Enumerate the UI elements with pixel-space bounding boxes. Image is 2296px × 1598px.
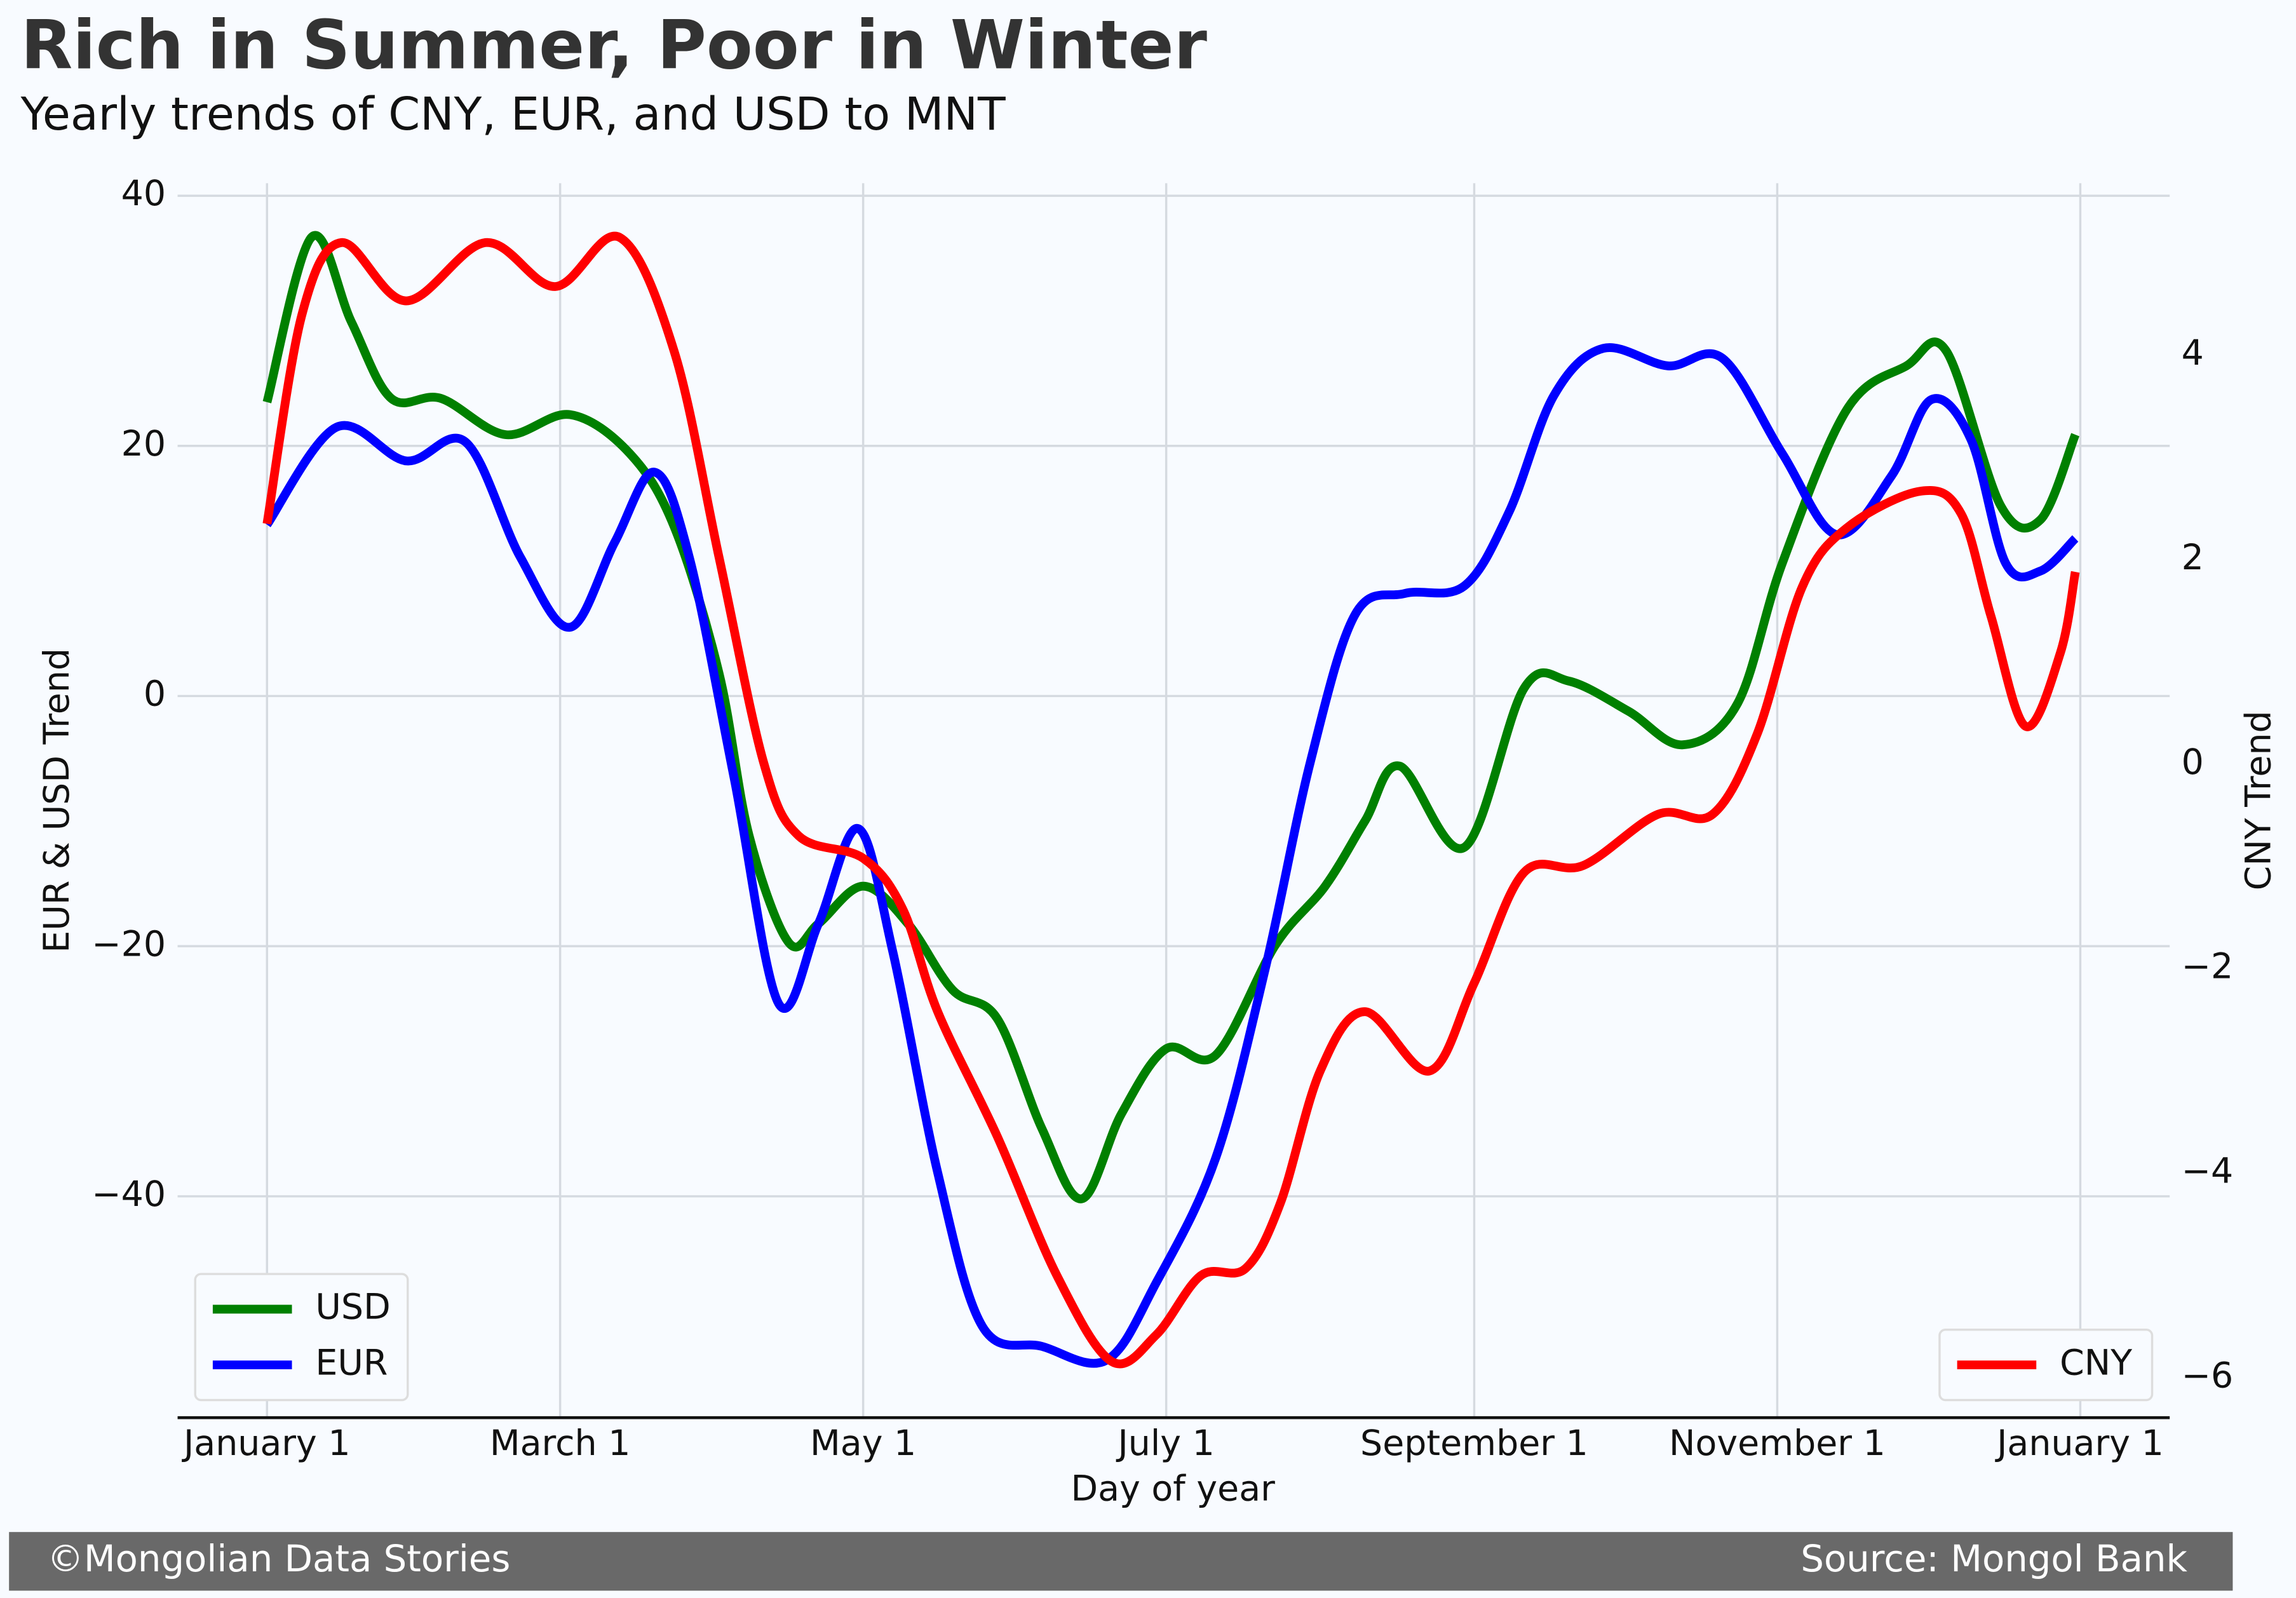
- y-axis-label: EUR & USD Trend: [37, 648, 78, 953]
- chart-subtitle: Yearly trends of CNY, EUR, and USD to MN…: [20, 88, 1006, 140]
- x-tick-label: January 1: [182, 1423, 351, 1464]
- x-tick-label: July 1: [1116, 1423, 1214, 1464]
- y2-tick-label: 2: [2182, 538, 2204, 578]
- chart-title: Rich in Summer, Poor in Winter: [21, 6, 1208, 85]
- y2-tick-label: −6: [2182, 1356, 2234, 1397]
- y-tick-label: 20: [121, 424, 166, 464]
- y2-tick-label: 4: [2182, 333, 2204, 374]
- legend-label: CNY: [2060, 1343, 2132, 1383]
- y2-tick-label: −2: [2182, 947, 2234, 987]
- y2-tick-label: −4: [2182, 1151, 2234, 1192]
- x-tick-label: May 1: [810, 1423, 916, 1464]
- legend-label: EUR: [315, 1343, 388, 1383]
- y-tick-label: −20: [91, 924, 166, 965]
- y2-tick-label: 0: [2182, 742, 2204, 783]
- legend-box: [1938, 1329, 2154, 1402]
- line-series: [263, 343, 2079, 1368]
- y-tick-label: −40: [91, 1174, 166, 1215]
- y-tick-label: 40: [121, 173, 166, 214]
- x-tick-label: November 1: [1669, 1423, 1886, 1464]
- legend-label: USD: [315, 1287, 390, 1328]
- line-series: [262, 231, 2080, 1203]
- x-tick-label: January 1: [1995, 1423, 2164, 1464]
- footer-left: ©Mongolian Data Stories: [47, 1537, 510, 1580]
- x-tick-label: March 1: [490, 1423, 631, 1464]
- footer-right: Source: Mongol Bank: [1800, 1537, 2187, 1580]
- y-tick-label: 0: [144, 674, 166, 715]
- x-tick-label: September 1: [1360, 1423, 1588, 1464]
- y2-axis-label: CNY Trend: [2238, 710, 2279, 890]
- x-axis-label: Day of year: [1071, 1469, 1276, 1510]
- footer-bar: [9, 1532, 2233, 1591]
- line-series: [262, 231, 2080, 1369]
